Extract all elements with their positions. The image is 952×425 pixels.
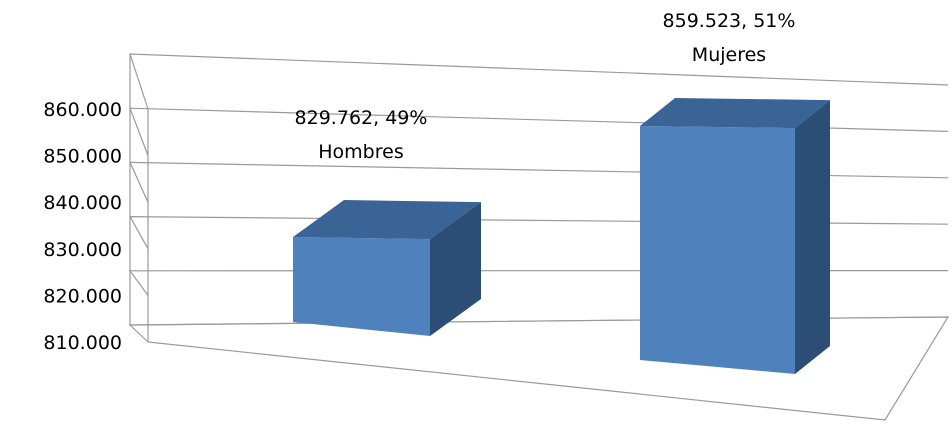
data-label-hombres-category: Hombres xyxy=(318,141,403,163)
gridlines xyxy=(128,53,950,421)
y-tick-label: 860.000 xyxy=(43,99,122,121)
data-label-mujeres-category: Mujeres xyxy=(692,44,766,66)
y-tick-label: 830.000 xyxy=(43,239,122,261)
bar-side-hombres xyxy=(430,202,481,336)
y-axis-ticks: 810.000 820.000 830.000 840.000 850.000 860.0… xyxy=(43,99,122,354)
data-label-mujeres-value: 859.523, 51% xyxy=(663,10,796,32)
y-tick-label: 820.000 xyxy=(43,285,122,307)
bar-top-mujeres xyxy=(640,98,830,129)
floor xyxy=(129,316,950,421)
data-labels: 829.762, 49% Hombres 859.523, 51% Mujere… xyxy=(295,10,796,163)
data-label-hombres-value: 829.762, 49% xyxy=(295,107,428,129)
bar-front-mujeres xyxy=(640,126,795,374)
bar-front-hombres xyxy=(293,237,430,336)
bars xyxy=(293,98,830,374)
bar-top-hombres xyxy=(293,200,481,240)
bar-side-mujeres xyxy=(795,100,830,374)
y-tick-label: 840.000 xyxy=(43,192,122,214)
y-tick-label: 810.000 xyxy=(43,332,122,354)
y-tick-label: 850.000 xyxy=(43,146,122,168)
